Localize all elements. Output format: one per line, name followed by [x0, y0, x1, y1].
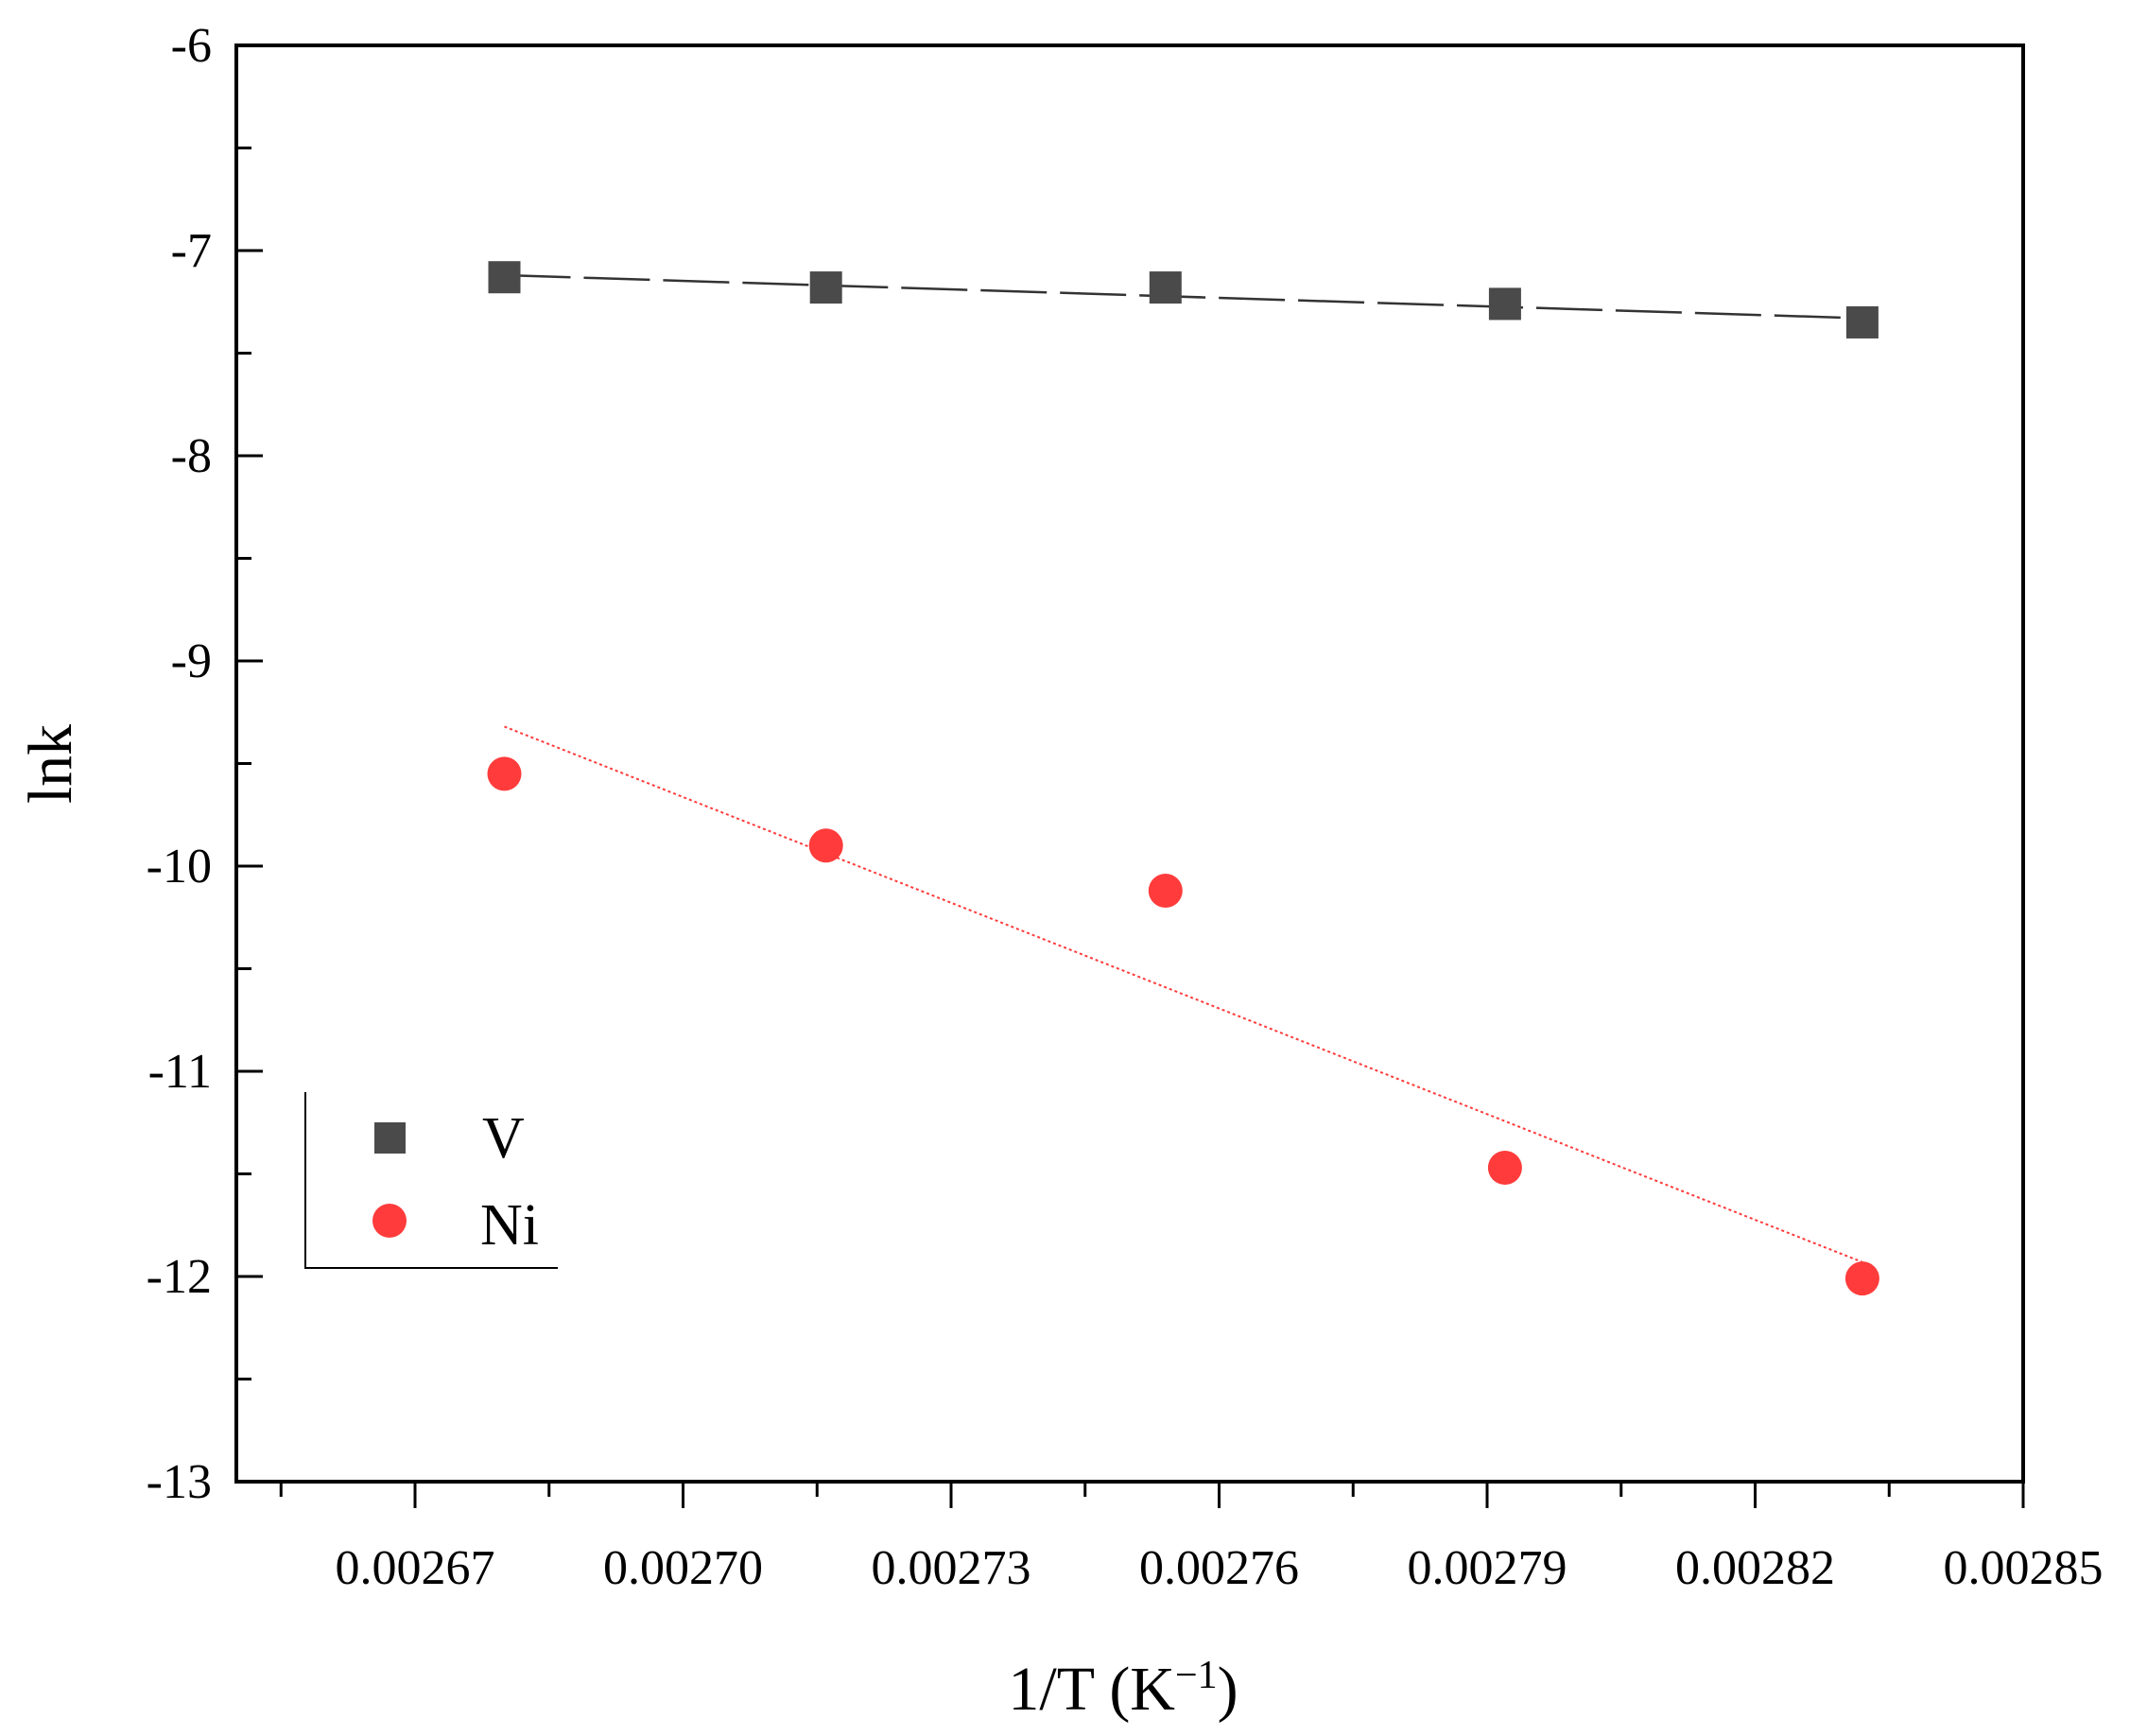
legend-marker-v: [374, 1122, 406, 1154]
y-tick-label: -6: [171, 19, 212, 73]
y-tick-label: -10: [147, 840, 212, 894]
data-points: [487, 261, 1879, 1296]
x-tick-label: 0.00273: [872, 1541, 1031, 1595]
x-axis-title-exponent: −1: [1175, 1654, 1218, 1697]
x-tick-label: 0.00270: [603, 1541, 763, 1595]
legend-label-v: V: [482, 1106, 525, 1171]
x-axis-ticks: 0.00267 0.00270 0.00273 0.00276 0.00279 0.002…: [279, 1482, 2104, 1595]
fit-line-v: [504, 273, 1862, 320]
point-ni: [1844, 1261, 1879, 1296]
point-v: [1845, 305, 1879, 339]
x-tick-label: 0.00282: [1675, 1541, 1835, 1595]
point-v: [1488, 287, 1521, 321]
legend-frame: [304, 1092, 558, 1269]
x-tick-label: 0.00279: [1408, 1541, 1567, 1595]
x-axis-title-main: 1/T (K: [1008, 1655, 1175, 1724]
y-tick-label: -13: [147, 1455, 212, 1509]
point-ni: [808, 828, 843, 863]
point-v: [488, 261, 521, 294]
y-tick-label: -9: [171, 634, 212, 688]
legend-marker-ni: [372, 1204, 407, 1238]
x-tick-label: 0.00285: [1944, 1541, 2104, 1595]
fit-lines: [504, 273, 1863, 1263]
point-ni: [1148, 874, 1183, 909]
x-axis-title: 1/T (K−1): [1008, 1654, 1238, 1724]
legend-label-ni: Ni: [480, 1193, 539, 1258]
y-tick-label: -12: [147, 1250, 212, 1304]
point-v: [1149, 271, 1182, 304]
point-v: [809, 271, 842, 304]
y-tick-label: -11: [148, 1045, 212, 1099]
point-ni: [1487, 1150, 1522, 1185]
fit-line-ni: [504, 725, 1863, 1263]
y-tick-label: -7: [171, 224, 212, 278]
x-tick-label: 0.00267: [336, 1541, 495, 1595]
y-tick-label: -8: [171, 429, 212, 483]
x-axis-title-close: ): [1218, 1655, 1238, 1724]
legend: V Ni: [304, 1092, 558, 1269]
y-axis-title: lnk: [16, 724, 85, 804]
x-tick-label: 0.00276: [1139, 1541, 1299, 1595]
y-axis-ticks: -13 -12 -11 -10 -9 -8 -7 -6: [147, 19, 263, 1509]
point-ni: [487, 756, 522, 791]
